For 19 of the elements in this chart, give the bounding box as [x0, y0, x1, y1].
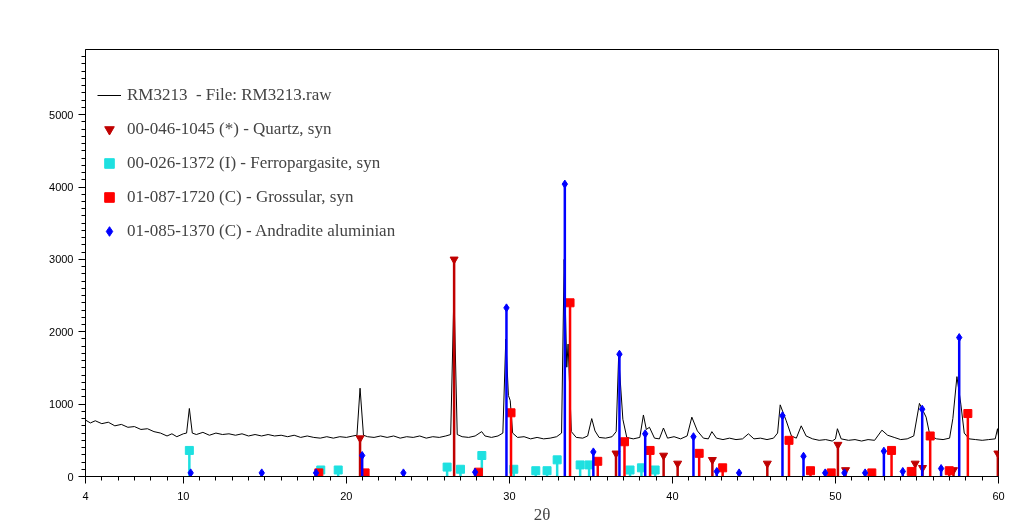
y-tick-label: 1000	[49, 398, 74, 411]
x-tick-label: 10	[177, 489, 190, 502]
x-tick-label: 20	[340, 489, 353, 502]
legend-label: 00-026-1372 (I) - Ferropargasite, syn	[127, 152, 381, 174]
legend-label: RM3213 - File: RM3213.raw	[127, 84, 332, 106]
x-tick-label: 50	[829, 489, 842, 502]
legend-label: 00-046-1045 (*) - Quartz, syn	[127, 118, 332, 140]
legend-label: 01-087-1720 (C) - Grossular, syn	[127, 186, 354, 208]
y-tick-label: 3000	[49, 253, 74, 266]
x-tick-label: 60	[992, 489, 1005, 502]
y-tick-label: 5000	[49, 108, 74, 121]
x-axis-title: 2θ	[533, 504, 551, 524]
y-tick-label: 0	[67, 470, 74, 483]
x-tick-label: 4	[82, 489, 89, 502]
x-tick-label: 40	[666, 489, 679, 502]
x-tick-label: 30	[503, 489, 516, 502]
y-tick-label: 2000	[49, 325, 74, 338]
y-tick-label: 4000	[49, 181, 74, 194]
legend-label: 01-085-1370 (C) - Andradite aluminian	[127, 220, 396, 242]
